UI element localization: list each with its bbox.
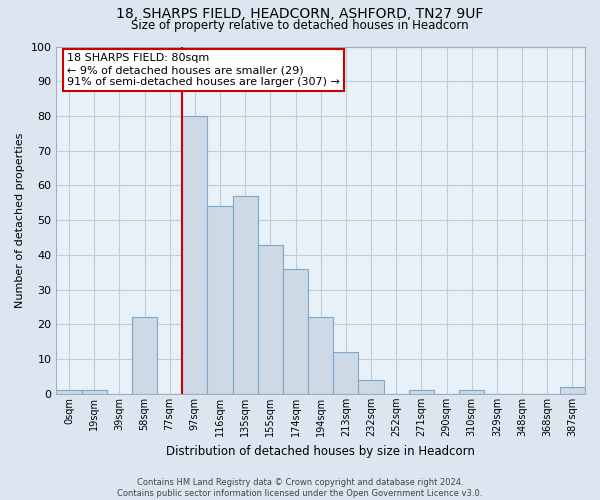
Bar <box>182 116 208 394</box>
Y-axis label: Number of detached properties: Number of detached properties <box>15 132 25 308</box>
X-axis label: Distribution of detached houses by size in Headcorn: Distribution of detached houses by size … <box>166 444 475 458</box>
Text: 18, SHARPS FIELD, HEADCORN, ASHFORD, TN27 9UF: 18, SHARPS FIELD, HEADCORN, ASHFORD, TN2… <box>116 8 484 22</box>
Bar <box>560 387 585 394</box>
Text: Contains HM Land Registry data © Crown copyright and database right 2024.
Contai: Contains HM Land Registry data © Crown c… <box>118 478 482 498</box>
Bar <box>283 269 308 394</box>
Bar <box>82 390 107 394</box>
Bar <box>333 352 358 394</box>
Bar <box>308 318 333 394</box>
Text: 18 SHARPS FIELD: 80sqm
← 9% of detached houses are smaller (29)
91% of semi-deta: 18 SHARPS FIELD: 80sqm ← 9% of detached … <box>67 54 340 86</box>
Bar <box>132 318 157 394</box>
Bar <box>208 206 233 394</box>
Bar <box>233 196 258 394</box>
Text: Size of property relative to detached houses in Headcorn: Size of property relative to detached ho… <box>131 18 469 32</box>
Bar <box>409 390 434 394</box>
Bar <box>258 244 283 394</box>
Bar <box>459 390 484 394</box>
Bar <box>56 390 82 394</box>
Bar <box>358 380 383 394</box>
